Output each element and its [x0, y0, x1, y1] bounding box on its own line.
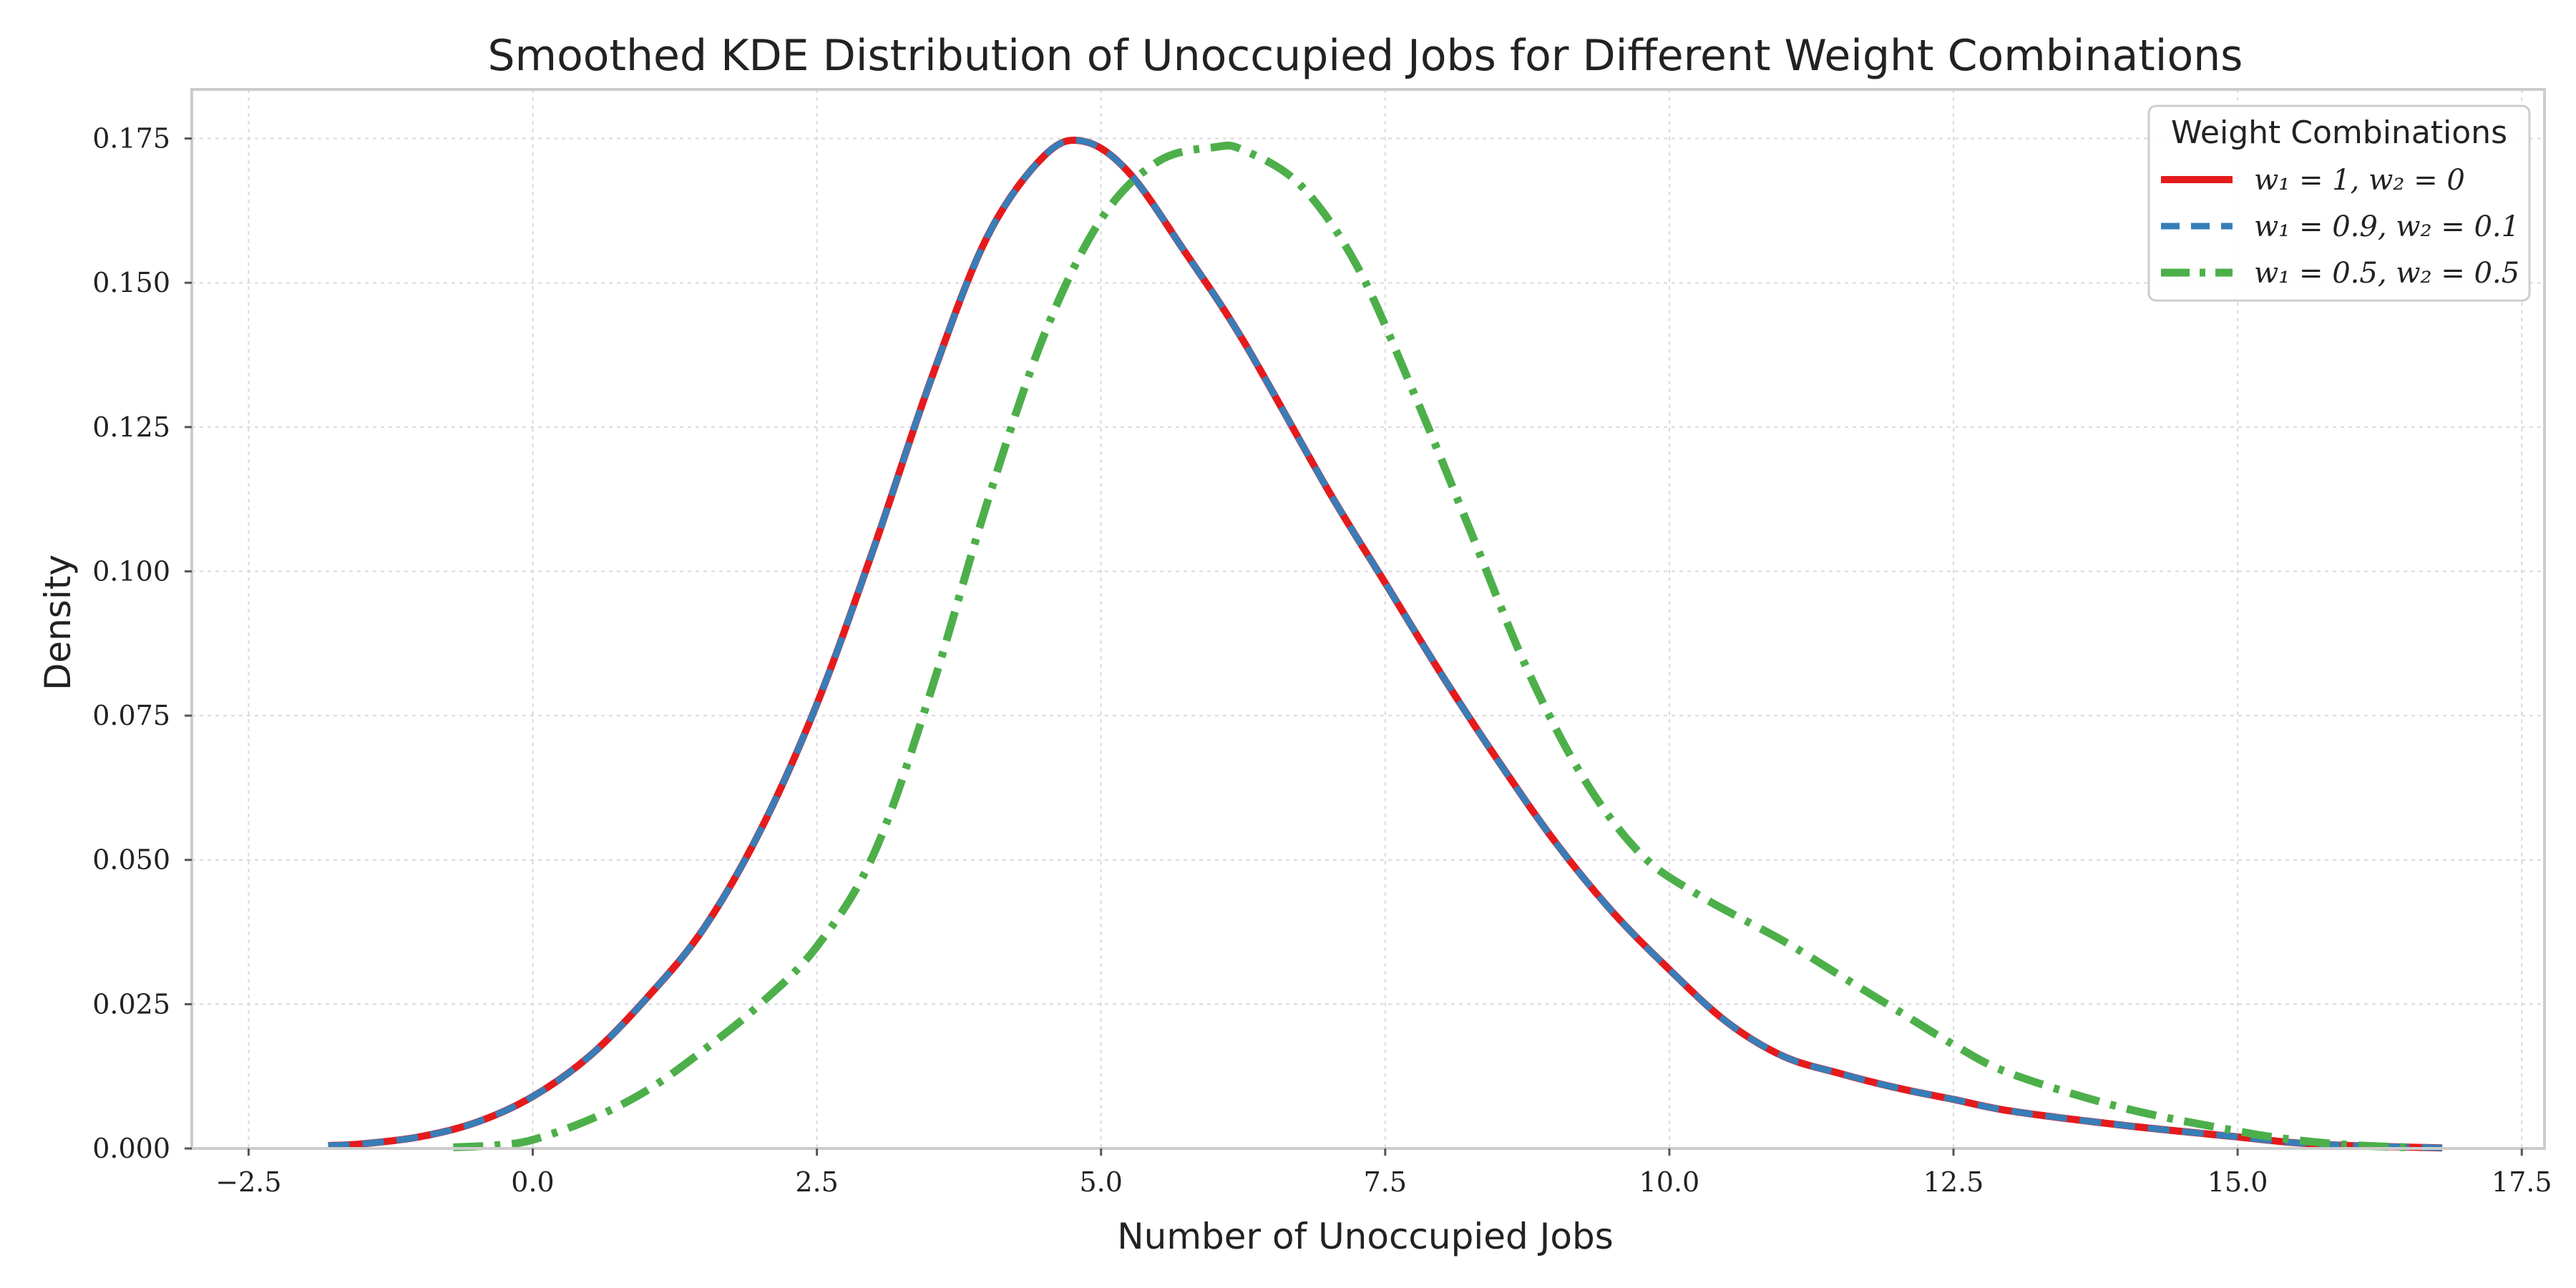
legend-items: w₁ = 1, w₂ = 0 w₁ = 0.9, w₂ = 0.1 w₁ = 0.5… — [2161, 164, 2519, 290]
x-tick-label: 12.5 — [1923, 1166, 1984, 1198]
y-tick-label: 0.000 — [92, 1133, 170, 1164]
legend-label: w₁ = 0.9, w₂ = 0.1 — [2254, 210, 2519, 243]
x-axis-label: Number of Unoccupied Jobs — [1117, 1216, 1614, 1257]
chart-title: Smoothed KDE Distribution of Unoccupied … — [488, 31, 2243, 81]
legend-label: w₁ = 1, w₂ = 0 — [2254, 164, 2465, 197]
legend-box — [2147, 104, 2531, 302]
legend: Weight Combinations w₁ = 1, w₂ = 0 w₁ = 0… — [2147, 104, 2531, 302]
series-layer — [328, 136, 2443, 1152]
x-tick-label: −2.5 — [215, 1166, 281, 1198]
x-tick-label: 10.0 — [1639, 1166, 1700, 1198]
y-tick-label: 0.025 — [92, 988, 170, 1020]
series-line — [453, 141, 2409, 1151]
series-line — [328, 137, 2443, 1151]
legend-label: w₁ = 0.5, w₂ = 0.5 — [2254, 257, 2519, 290]
y-tick-label: 0.050 — [92, 844, 170, 876]
y-tick-label: 0.100 — [92, 555, 170, 587]
x-tick-label: 5.0 — [1080, 1166, 1123, 1198]
x-tick-label: 17.5 — [2492, 1166, 2552, 1198]
x-tick-label: 2.5 — [795, 1166, 838, 1198]
y-tick-label: 0.075 — [92, 700, 170, 731]
x-tick-label: 15.0 — [2207, 1166, 2268, 1198]
plot-frame — [190, 88, 2546, 1150]
y-tick-label: 0.175 — [92, 123, 170, 155]
y-tick-label: 0.150 — [92, 267, 170, 298]
y-axis-label: Density — [37, 555, 79, 691]
y-tick-label: 0.125 — [92, 411, 170, 443]
legend-title: Weight Combinations — [2171, 114, 2507, 151]
x-tick-label: 7.5 — [1364, 1166, 1407, 1198]
x-tick-label: 0.0 — [511, 1166, 554, 1198]
tick-layer: −2.5 0.0 2.5 5.0 7.5 10.0 12.5 15.0 17.5 0.000 0.0… — [92, 123, 2552, 1198]
